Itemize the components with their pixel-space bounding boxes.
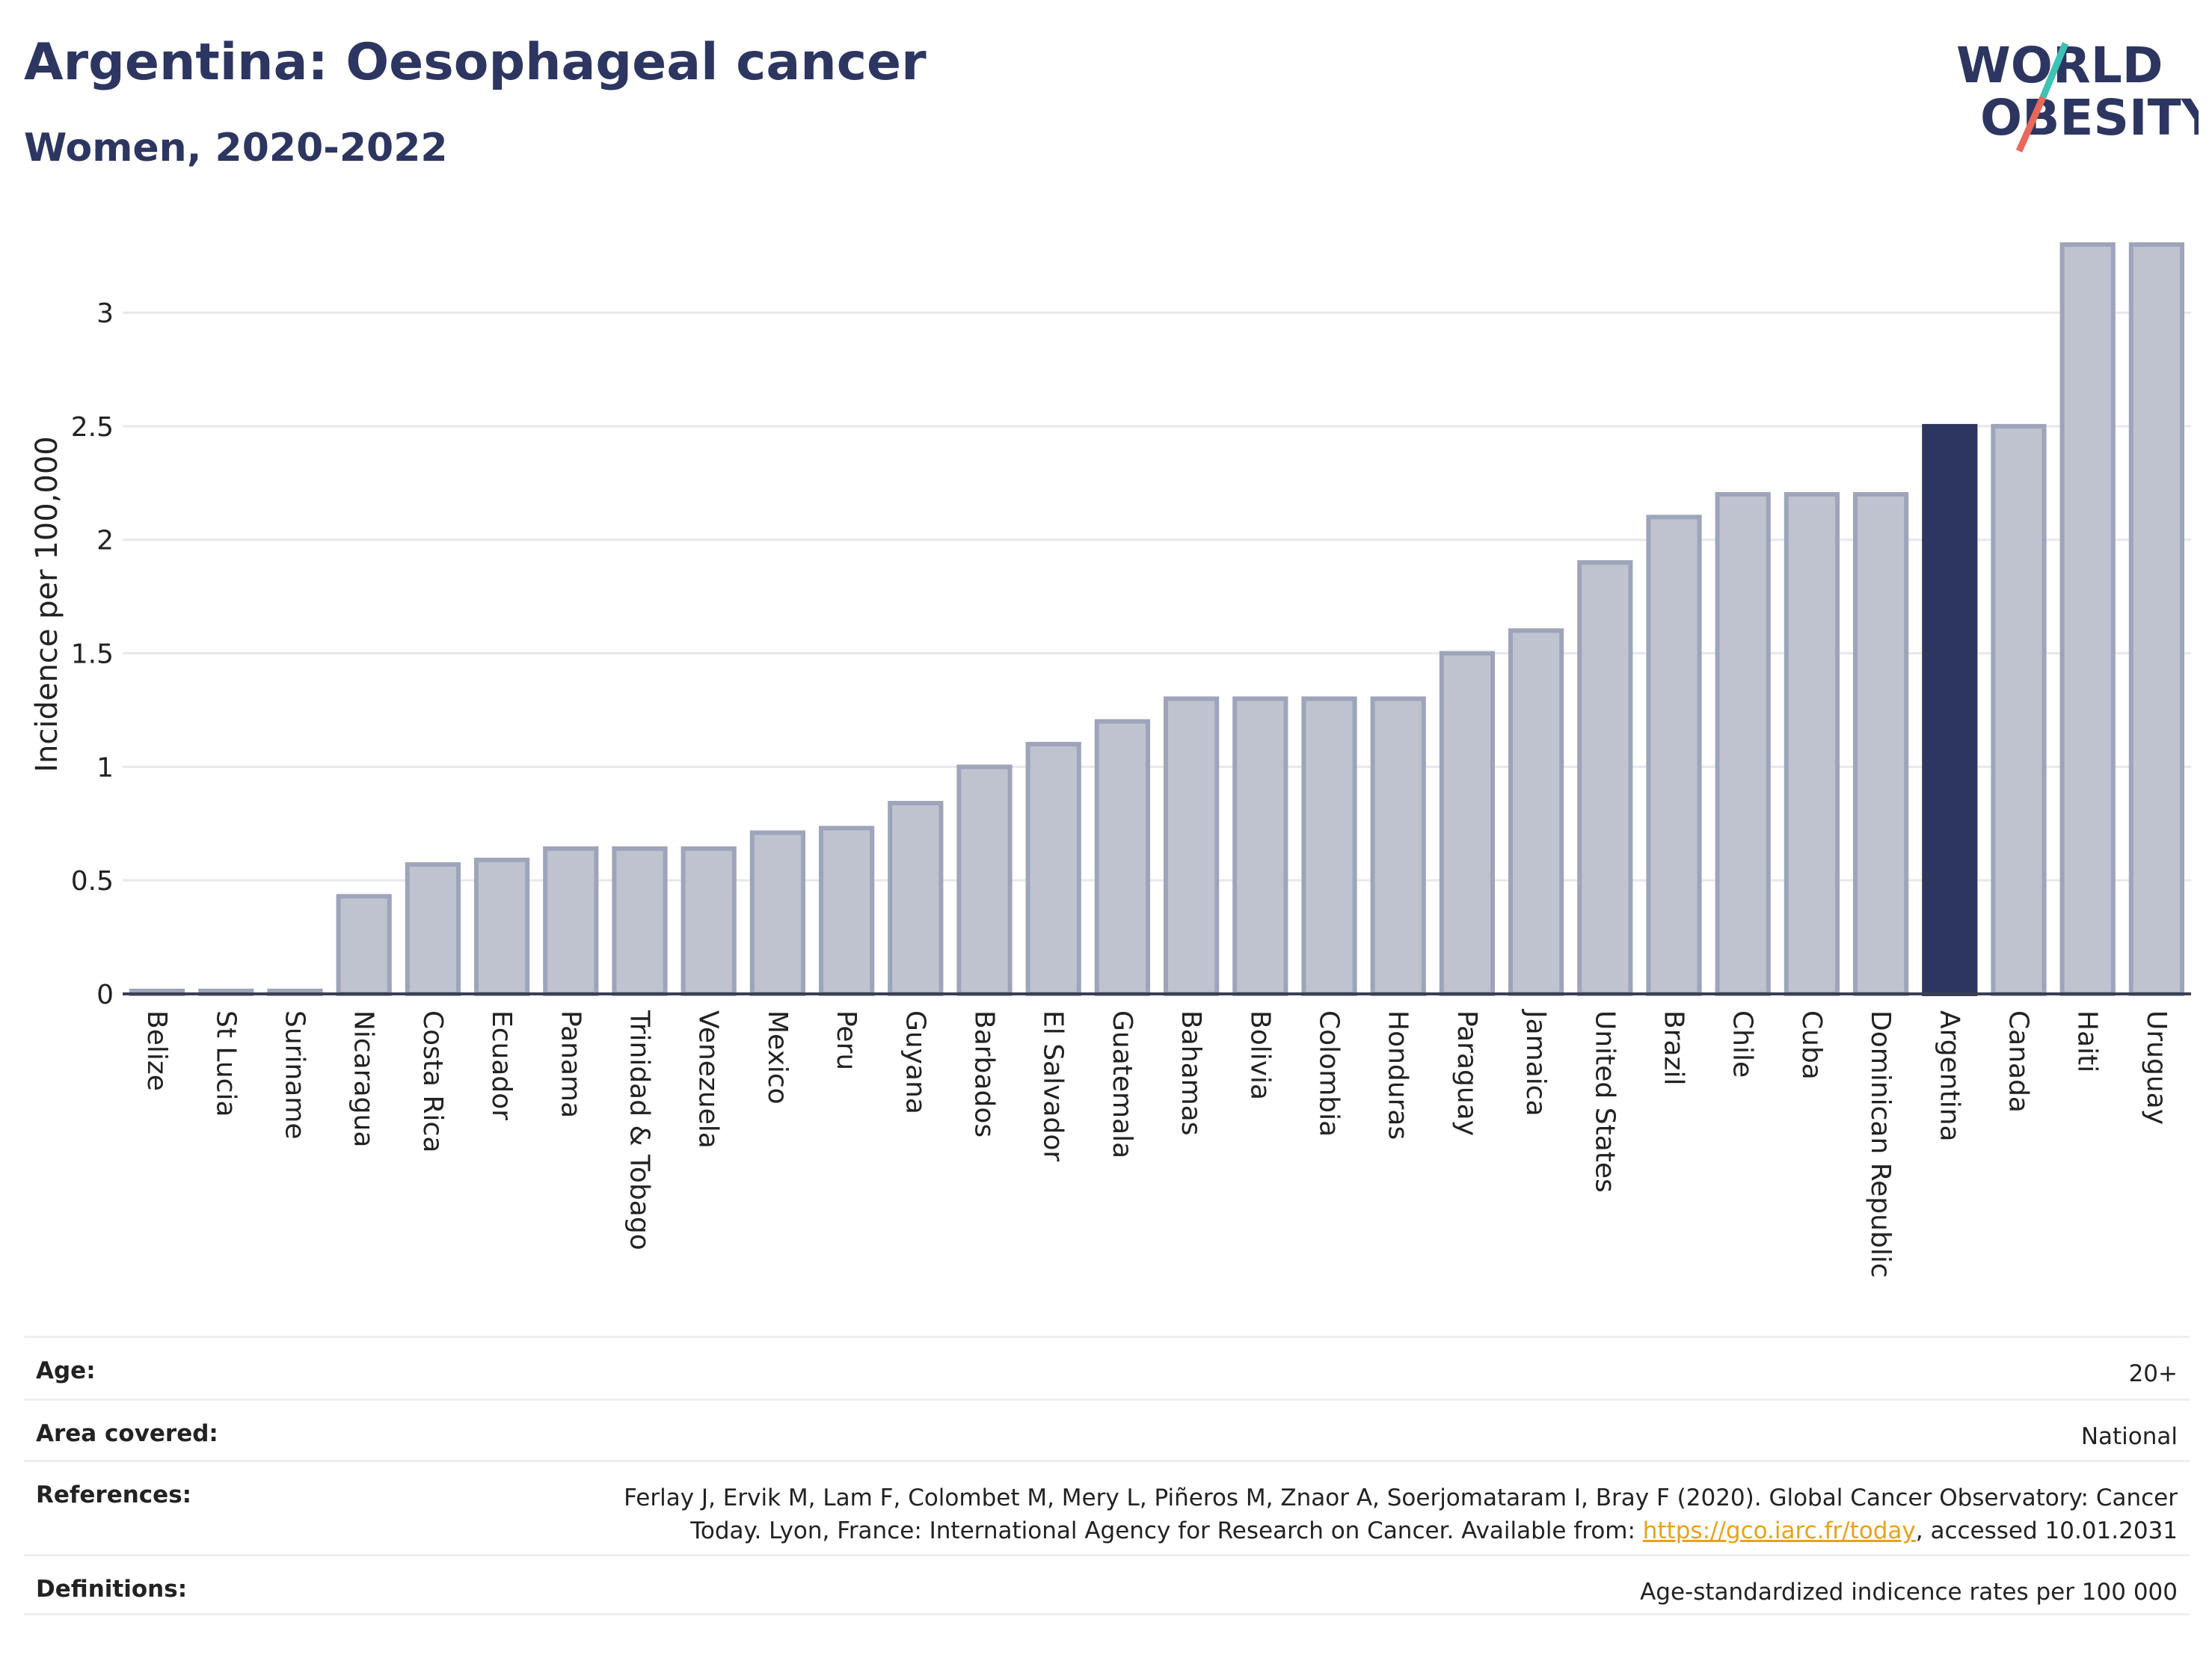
x-tick-label: Barbados [969,1010,1000,1137]
definitions-label: Definitions: [36,1576,188,1603]
x-tick-label: Chile [1727,1010,1758,1078]
x-tick-label: Suriname [280,1010,310,1140]
references-label: References: [36,1481,192,1508]
bar-costa-rica [405,862,461,996]
y-tick-label: 0 [96,980,114,1010]
bar-chart: 0 0.5 1 1.5 2 2.5 3 Belize St Lucia Suriname Nica… [30,242,2191,1278]
x-tick-label: Guyana [900,1010,930,1114]
x-tick-label: Trinidad & Tobago [624,1010,655,1250]
logo-text-obesity: OBESITY [1980,89,2199,147]
y-tick-label: 2 [96,526,114,556]
x-tick-label: Costa Rica [417,1010,448,1152]
bar-peru [818,826,875,996]
x-tick-label: Belize [141,1010,172,1091]
meta-row-age: Age: 20+ [24,1336,2190,1398]
y-tick-label: 0.5 [71,866,114,897]
bar-brazil [1646,515,1702,996]
bars [129,242,2185,997]
x-tick-label: Venezuela [693,1010,724,1149]
bar-trinidad-tobago [612,846,668,996]
area-value: National [2080,1423,2178,1450]
area-label: Area covered: [36,1420,218,1447]
x-tick-label: Peru [831,1010,861,1070]
meta-row-definitions: Definitions: Age-standardized indicence … [24,1554,2190,1615]
bar-ecuador [473,857,530,996]
bar-argentina [1922,423,1978,996]
gridlines [123,311,2191,882]
references-line1: Ferlay J, Ervik M, Lam F, Colombet M, Me… [624,1484,2178,1511]
bar-nicaragua [336,894,392,997]
x-tick-label: Bahamas [1176,1010,1206,1136]
x-tick-label: Honduras [1383,1010,1413,1140]
bar-cuba [1784,492,1840,996]
bar-guyana [888,800,944,996]
meta-row-area: Area covered: National [24,1398,2190,1460]
age-value: 20+ [2128,1360,2178,1387]
bar-paraguay [1439,651,1496,997]
references-link[interactable]: https://gco.iarc.fr/today [1642,1517,1916,1544]
x-tick-label: Cuba [1796,1010,1827,1080]
x-tick-label: Panama [555,1010,586,1118]
chart-title: Argentina: Oesophageal cancer [24,33,927,92]
world-obesity-logo: WORLD OBESITY [1956,37,2199,153]
bar-panama [543,846,599,996]
x-tick-label: Nicaragua [348,1010,379,1147]
bar-uruguay [2128,242,2185,996]
references-value: Ferlay J, Ervik M, Lam F, Colombet M, Me… [624,1481,2178,1547]
x-tick-label: Bolivia [1244,1010,1275,1100]
bar-dominican-republic [1852,492,1909,996]
y-tick-label: 1.5 [71,639,114,670]
x-tick-label: Jamaica [1520,1009,1551,1117]
bar-haiti [2059,242,2116,996]
bar-canada [1991,423,2047,996]
x-axis-ticks: Belize St Lucia Suriname Nicaragua Costa Ric… [141,1009,2172,1278]
logo-slash-red [2015,96,2047,153]
x-tick-label: Ecuador [486,1010,517,1120]
y-tick-label: 1 [96,752,114,783]
x-tick-label: St Lucia [210,1010,241,1117]
bar-chile [1715,492,1771,996]
x-tick-label: Canada [2003,1010,2034,1113]
x-tick-label: Paraguay [1451,1010,1482,1136]
definitions-value: Age-standardized indicence rates per 100… [1640,1579,2178,1606]
x-tick-label: Haiti [2072,1010,2103,1072]
bar-guatemala [1094,719,1151,996]
x-tick-label: Mexico [762,1010,793,1105]
y-tick-label: 3 [96,298,114,329]
bar-barbados [956,764,1013,996]
x-tick-label: Guatemala [1107,1010,1137,1158]
metadata-table: Age: 20+ Area covered: National Referenc… [24,1336,2190,1615]
bar-jamaica [1508,628,1564,996]
bar-mexico [749,830,806,997]
chart-subtitle: Women, 2020-2022 [24,126,448,171]
logo-slash-teal [2039,42,2069,99]
bar-bahamas [1163,696,1220,996]
meta-row-references: References: Ferlay J, Ervik M, Lam F, Co… [24,1460,2190,1554]
references-line2-post: , accessed 10.01.2031 [1915,1517,2178,1544]
y-tick-label: 2.5 [71,412,114,443]
x-tick-label: Brazil [1659,1010,1689,1085]
x-tick-label: Dominican Republic [1865,1010,1896,1278]
bar-united-states [1577,560,1633,996]
x-tick-label: Colombia [1314,1010,1345,1137]
x-tick-label: El Salvador [1038,1010,1069,1161]
y-axis-ticks: 0 0.5 1 1.5 2 2.5 3 [71,298,114,1010]
x-tick-label: Uruguay [2141,1010,2172,1125]
y-axis-label: Incidence per 100,000 [30,436,64,773]
bar-honduras [1370,696,1426,996]
bar-colombia [1301,696,1357,996]
bar-bolivia [1232,696,1288,996]
bar-el-salvador [1025,742,1081,996]
x-tick-label: United States [1589,1010,1620,1193]
x-tick-label: Argentina [1934,1010,1964,1142]
age-label: Age: [36,1357,96,1384]
bar-venezuela [681,846,737,996]
references-line2-pre: Today. Lyon, France: International Agenc… [690,1517,1643,1544]
